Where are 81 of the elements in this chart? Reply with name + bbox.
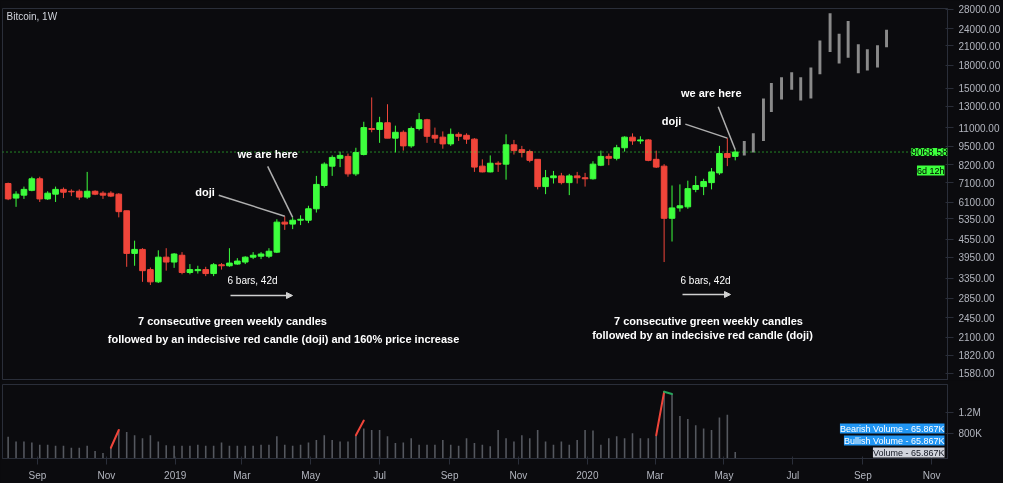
bar (809, 67, 813, 99)
bar (876, 45, 879, 68)
bar (769, 82, 773, 113)
bar (885, 29, 888, 48)
bar (751, 133, 755, 153)
y-tick-label: 2850.00 (958, 293, 996, 305)
y-tick-label: 11000.00 (958, 122, 1000, 134)
bar (818, 40, 822, 75)
x-tick-label: Sep (440, 469, 459, 481)
annotation: 7 consecutive green weekly candles (614, 314, 803, 327)
x-tick-label: May (301, 469, 321, 481)
y-tick-label: 15000.00 (958, 83, 1001, 95)
candlestick (724, 137, 731, 167)
x-tick-label: Mar (646, 469, 665, 481)
candlestick (162, 247, 170, 272)
candlestick (376, 116, 383, 144)
bar (828, 13, 832, 53)
y-tick-label: 9500.00 (958, 141, 996, 153)
x-tick-label: Nov (97, 469, 116, 481)
x-tick-label: Nov (509, 469, 528, 481)
annotation: Volume - 65.867K (872, 447, 945, 458)
y-tick-label: 24000.00 (958, 23, 1001, 35)
y-tick-label: 4550.00 (958, 234, 996, 246)
bar (780, 77, 783, 100)
candlestick (83, 171, 91, 200)
x-tick-label: 2020 (576, 469, 599, 481)
x-tick-label: Sep (853, 469, 873, 481)
y-tick-label: 800K (958, 427, 983, 439)
y-tick-label: 8200.00 (958, 159, 996, 171)
annotation: followed by an indecisive red candle (doji) and 160% price increase (107, 332, 460, 345)
y-tick-label: 3950.00 (958, 252, 996, 264)
x-tick-label: May (714, 469, 734, 481)
y-tick-label: 1580.00 (958, 368, 996, 380)
y-tick-label: 5350.00 (958, 213, 996, 225)
annotation: Bullish Volume - 65.867K (843, 435, 945, 446)
y-tick-label: 2100.00 (958, 332, 996, 344)
y-tick-label: 13000.00 (958, 101, 1001, 113)
candlestick (36, 176, 44, 203)
x-tick-label: 2019 (164, 469, 187, 481)
annotation: doji (661, 115, 682, 128)
bar (790, 72, 794, 90)
bar (799, 77, 803, 101)
y-tick-label: 7100.00 (958, 177, 996, 189)
bar (846, 21, 850, 58)
y-tick-label: 28000.00 (958, 4, 1001, 16)
annotation: followed by an indecisive red candle (doji) (592, 328, 814, 341)
bar (762, 98, 765, 141)
candlestick (344, 153, 352, 178)
x-tick-label: Sep (28, 469, 47, 481)
annotation: 6 bars, 42d (227, 275, 278, 286)
x-tick-label: Mar (233, 469, 252, 481)
candlestick (131, 240, 138, 267)
bar (865, 49, 869, 71)
x-tick-label: Jul (373, 469, 386, 481)
candlestick (384, 103, 391, 139)
annotation: 6 bars, 42d (680, 275, 731, 286)
y-tick-label: 1.2M (958, 406, 981, 418)
y-tick-label: 6100.00 (958, 197, 996, 209)
candlestick (565, 173, 573, 196)
annotation: we are here (236, 148, 298, 161)
candlestick (494, 160, 502, 173)
y-tick-label: 3350.00 (958, 273, 996, 285)
y-tick-label: 1820.00 (958, 350, 996, 362)
candlestick (368, 96, 376, 133)
chart-title: Bitcoin, 1W (6, 11, 58, 22)
annotation: Bearish Volume - 65.867K (839, 423, 945, 434)
annotation: 7 consecutive green weekly candles (138, 314, 327, 327)
ref-line-label: 9068.58 (911, 147, 948, 159)
annotation: doji (195, 186, 215, 199)
annotation: we are here (679, 86, 742, 99)
candlestick (178, 251, 186, 275)
candlestick (399, 129, 407, 152)
bar (837, 33, 841, 64)
y-tick-label: 18000.00 (958, 60, 1001, 72)
bar (856, 44, 860, 74)
bar (742, 140, 746, 156)
y-tick-label: 2450.00 (958, 312, 996, 324)
x-tick-label: Nov (922, 469, 941, 481)
x-tick-label: Jul (786, 469, 800, 481)
annotation: 6d 12h (916, 165, 945, 176)
y-tick-label: 21000.00 (958, 40, 1001, 52)
